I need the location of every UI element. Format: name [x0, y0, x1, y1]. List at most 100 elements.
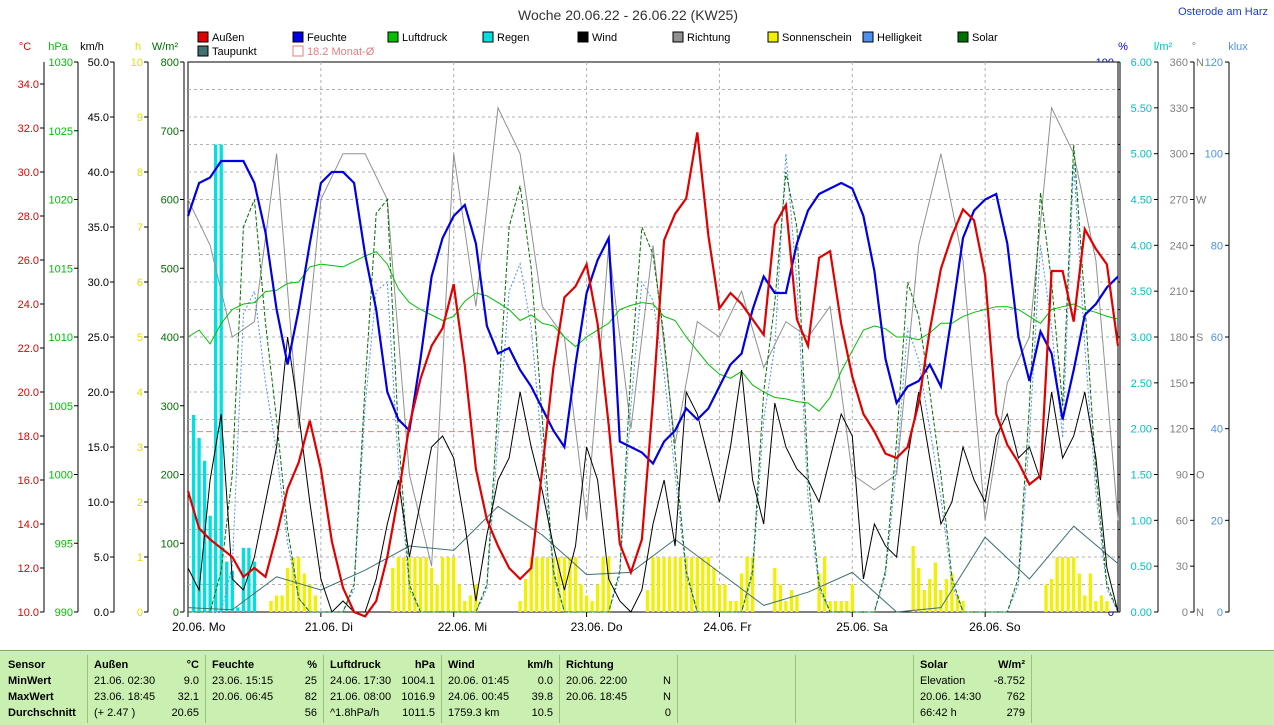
stats-aussen-min-value: 9.0	[183, 675, 199, 687]
stats-wind-distance: 1759.3 km	[448, 707, 500, 719]
left-axis-tick-label: 1030	[49, 57, 73, 69]
statistics-panel: Sensor MinWert MaxWert Durchschnitt Auße…	[0, 650, 1274, 725]
sunshine-bar	[607, 557, 611, 612]
right-axis-tick-label: 2.00	[1131, 424, 1152, 436]
left-axis-tick-label: 18.0	[18, 431, 39, 443]
sunshine-bar	[446, 557, 450, 612]
sunshine-bar	[396, 557, 401, 612]
sunshine-bar	[546, 557, 550, 612]
sunshine-bar	[1066, 557, 1070, 612]
right-axis-tick-label: 100	[1205, 149, 1223, 161]
sunshine-bar	[828, 601, 832, 612]
right-axis-tick-label: 3.00	[1131, 332, 1152, 344]
left-axis-tick-label: 14.0	[18, 519, 39, 531]
right-axis-tick-label: 0.00	[1131, 607, 1152, 619]
left-axis-tick-label: 300	[161, 401, 179, 413]
x-tick-label: 20.06. Mo	[172, 620, 226, 634]
left-axis-tick-label: 600	[161, 195, 179, 207]
rain-bar	[214, 144, 218, 612]
sunshine-bar	[540, 557, 544, 612]
x-tick-label: 26.06. So	[969, 620, 1021, 634]
stats-feuchte-min-value: 25	[304, 675, 317, 687]
sunshine-bar	[662, 557, 666, 612]
stats-wind-unit: km/h	[527, 659, 553, 671]
sunshine-bar	[778, 584, 782, 612]
rain-bar	[252, 561, 257, 612]
series-line-richtung	[187, 105, 1119, 567]
right-axis-tick-label: 1.50	[1131, 470, 1152, 482]
left-axis-unit: km/h	[80, 41, 104, 53]
sunshine-bar	[739, 573, 744, 612]
sunshine-bar	[1055, 557, 1059, 612]
right-axis-tick-label: 240	[1170, 240, 1188, 252]
left-axis-tick-label: 40.0	[88, 167, 109, 179]
right-axis-tick-label: 20	[1211, 515, 1223, 527]
sunshine-bar	[429, 568, 434, 612]
series-line-taupunkt	[187, 505, 1119, 613]
series-line-solar	[188, 144, 1119, 613]
right-axis-tick-label: 0	[1108, 607, 1114, 619]
right-axis-tick-label: 360	[1170, 57, 1188, 69]
left-axis-tick-label: 1000	[49, 470, 73, 482]
right-axis-tick-label: 5.50	[1131, 103, 1152, 115]
stats-aussen-trend: (+ 2.47 )	[94, 707, 136, 719]
sunshine-bar	[834, 601, 838, 612]
stats-solar-title: Solar	[920, 659, 948, 671]
sunshine-bar	[933, 562, 937, 612]
stats-avg-label: Durchschnitt	[8, 707, 76, 719]
left-axis-tick-label: 34.0	[18, 79, 39, 91]
sunshine-bar	[789, 590, 794, 612]
sunshine-bar	[1060, 557, 1065, 612]
right-axis-tick-label: 300	[1170, 149, 1188, 161]
stats-aussen-min-time: 21.06. 02:30	[94, 675, 156, 687]
left-axis-tick-label: 2	[137, 497, 143, 509]
right-axis-tick-label: 150	[1170, 378, 1188, 390]
right-axis-tick-label: 60	[1176, 515, 1188, 527]
sunshine-bar	[1094, 601, 1098, 612]
stats-feuchte-avg-value: 56	[304, 707, 317, 719]
stats-sensor-title: Sensor	[8, 659, 46, 671]
legend-swatch	[672, 31, 684, 43]
stats-solar-hours: 66:42 h	[920, 707, 957, 719]
left-axis-tick-label: 3	[137, 442, 143, 454]
legend-label: Solar	[972, 32, 998, 44]
left-axis-tick-label: 22.0	[18, 343, 39, 355]
sunshine-bar	[1088, 573, 1092, 612]
left-axis-tick-label: 1005	[49, 401, 73, 413]
x-tick-label: 22.06. Mi	[438, 620, 487, 634]
series-line-feuchte	[186, 159, 1119, 466]
legend-swatch	[767, 31, 779, 43]
sunshine-bar	[535, 557, 539, 612]
compass-label: W	[1196, 195, 1207, 207]
x-tick-label: 23.06. Do	[571, 620, 623, 634]
left-axis-tick-label: 50.0	[88, 57, 109, 69]
stats-luftdruck-min-value: 1004.1	[401, 675, 435, 687]
legend-swatch	[862, 31, 874, 43]
sunshine-bar	[1072, 557, 1076, 612]
left-axis-tick-label: 12.0	[18, 563, 39, 575]
rain-bar	[247, 547, 251, 612]
sunshine-bar	[1049, 579, 1054, 612]
sunshine-bar	[817, 573, 821, 612]
sunshine-bar	[308, 584, 312, 612]
sunshine-bar	[557, 557, 561, 612]
right-axis-tick-label: 180	[1170, 332, 1188, 344]
stats-feuchte-max-time: 20.06. 06:45	[212, 691, 274, 703]
sunshine-bar	[773, 568, 777, 612]
stats-richtung-min-time: 20.06. 22:00	[566, 675, 628, 687]
left-axis-tick-label: 26.0	[18, 255, 39, 267]
sunshine-bar	[518, 601, 522, 612]
sunshine-bar	[706, 557, 711, 612]
sunshine-bar	[452, 557, 456, 612]
legend-swatch	[197, 45, 209, 57]
location-label: Osterode am Harz	[1178, 6, 1268, 18]
sunshine-bar	[1083, 595, 1087, 612]
left-axis-unit: h	[135, 41, 141, 53]
stats-aussen-max-time: 23.06. 18:45	[94, 691, 156, 703]
legend-swatch	[387, 31, 399, 43]
sunshine-bar	[944, 579, 949, 612]
legend-swatch	[957, 31, 969, 43]
left-axis-tick-label: 995	[55, 538, 73, 550]
right-axis-tick-label: 120	[1170, 424, 1188, 436]
right-axis-tick-label: 4.50	[1131, 195, 1152, 207]
